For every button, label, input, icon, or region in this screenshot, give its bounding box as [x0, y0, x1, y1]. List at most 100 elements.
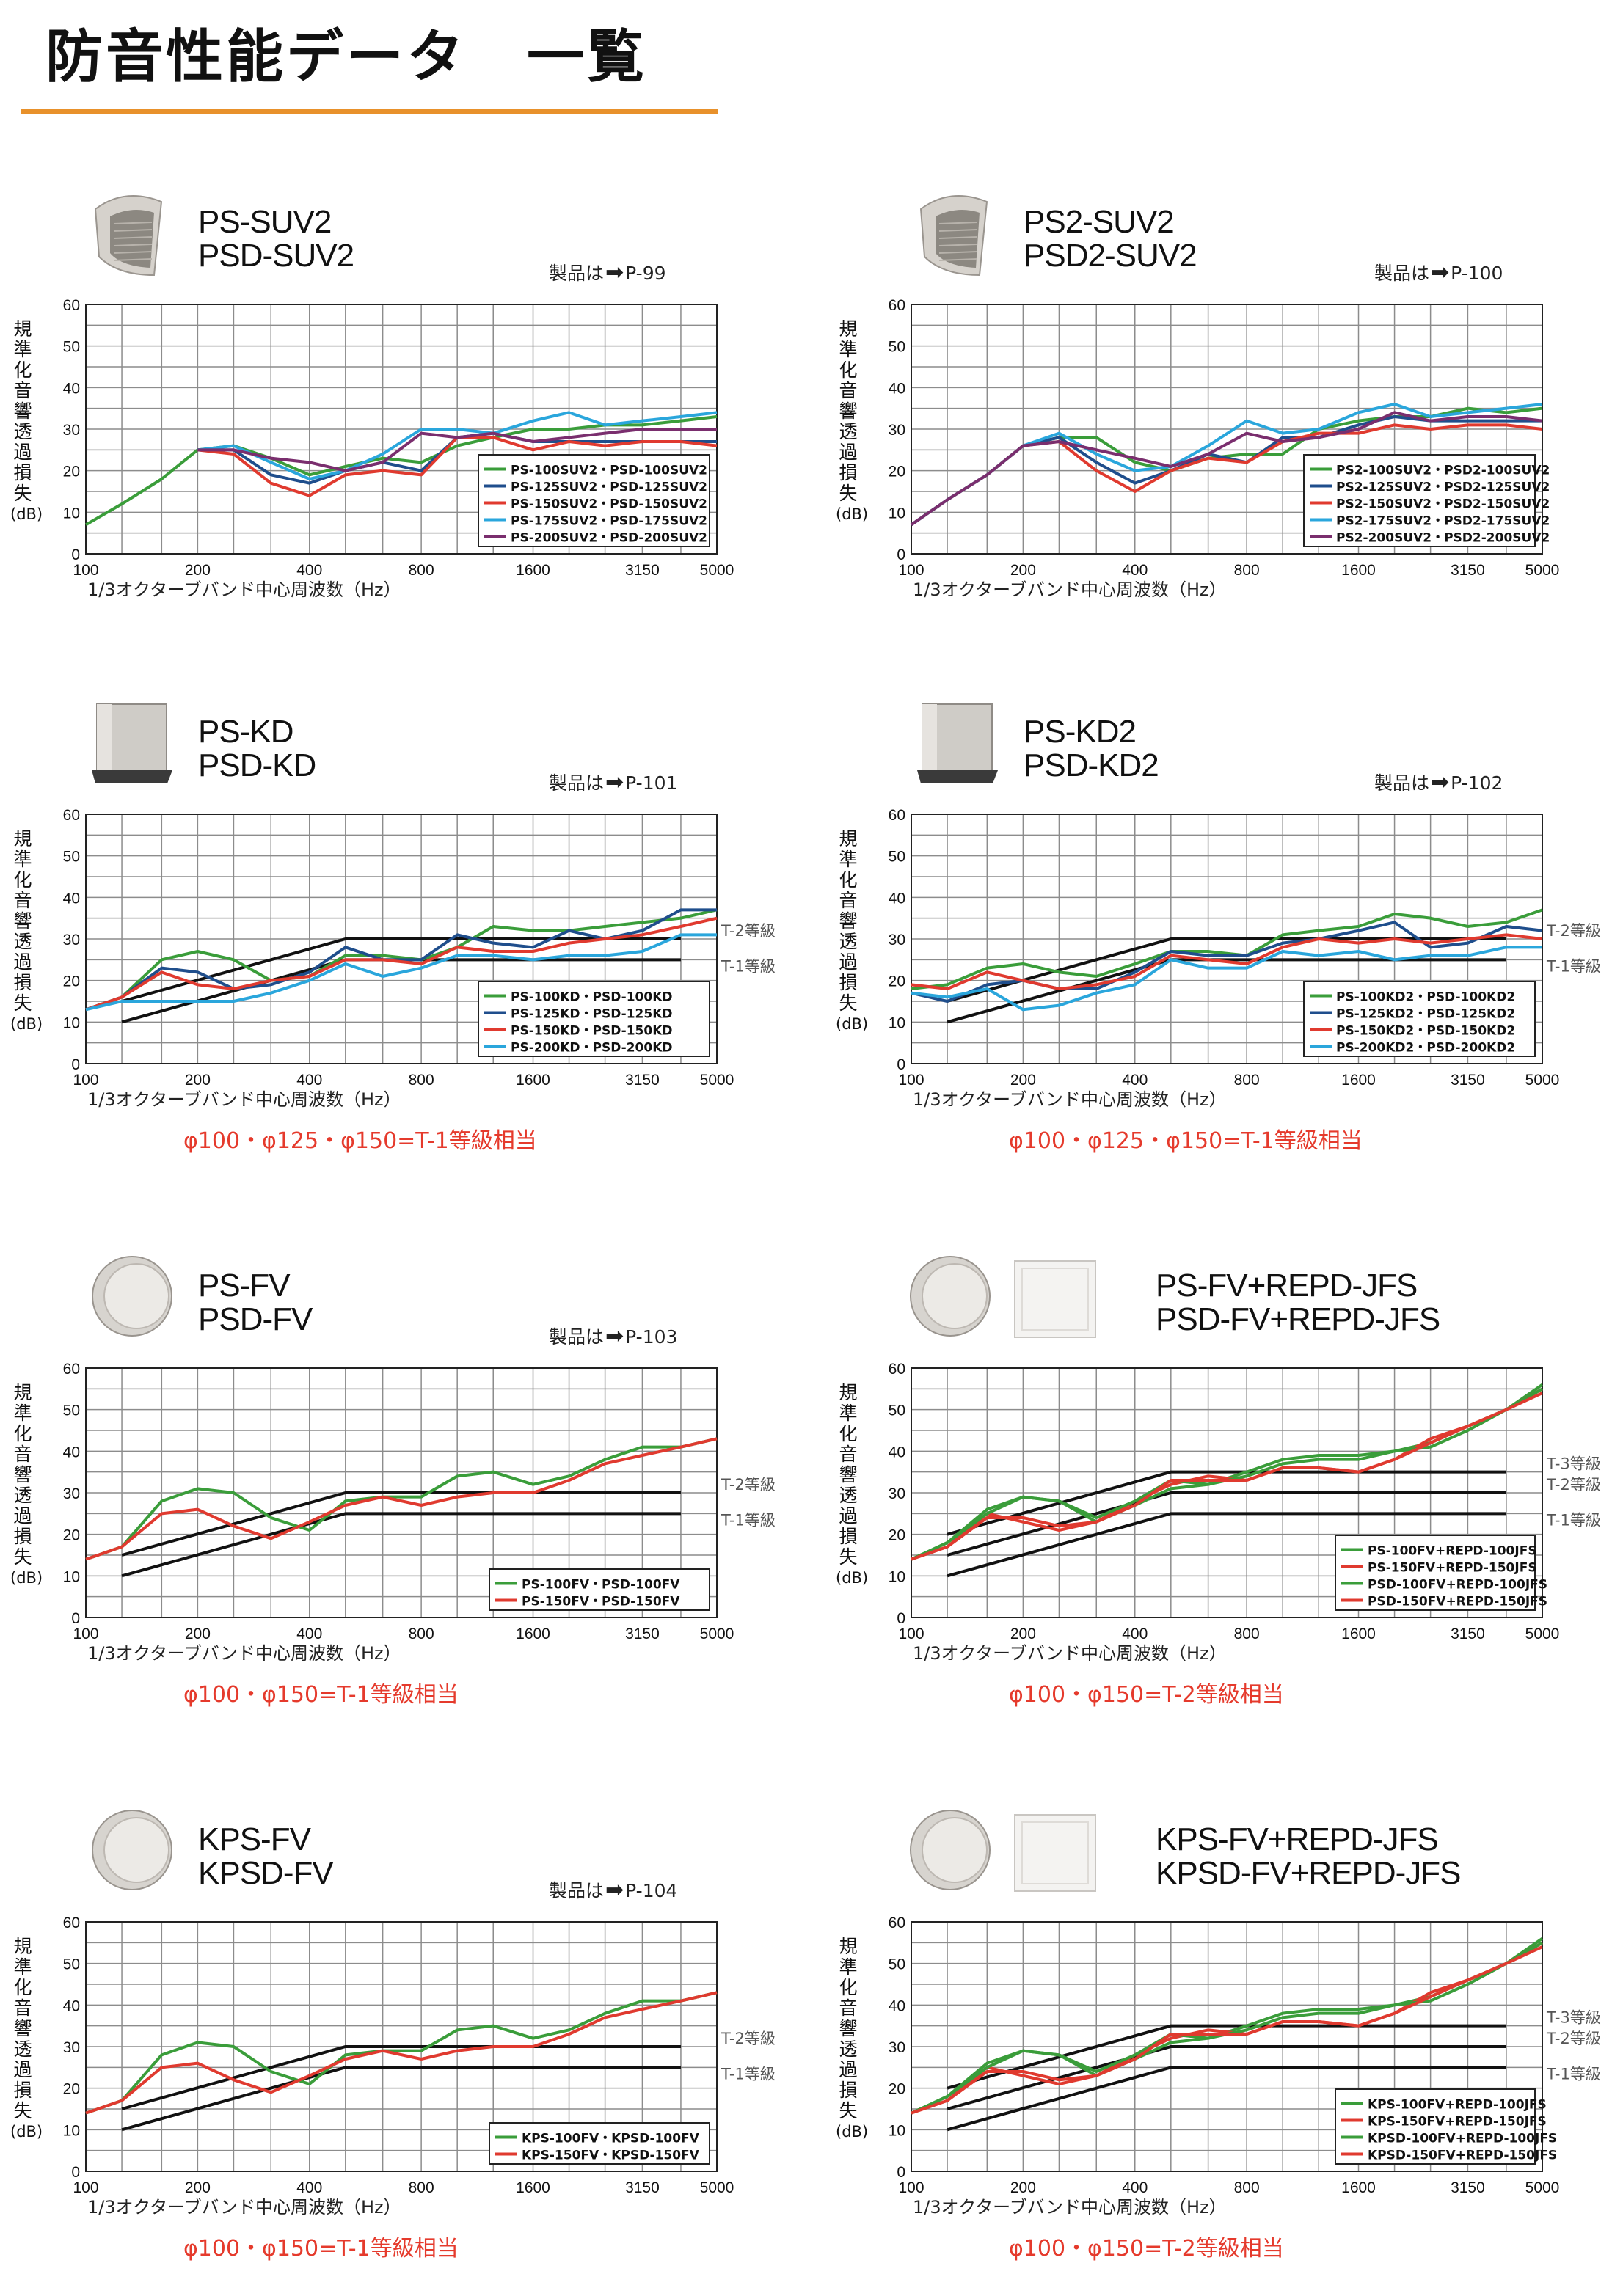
chart: 0 10 20 30 40 50 60 100 200 400 800 1600 3150 5000 1/3… — [889, 297, 1560, 600]
chart: 0 10 20 30 40 50 60 100 200 400 800 1600 3150 5000 1/3… — [889, 807, 1601, 1110]
x-tick-label: 100 — [73, 1626, 98, 1642]
legend-label: PS2-175SUV2・PSD2-175SUV2 — [1336, 514, 1550, 529]
arrow-right-icon: ➡ — [1431, 260, 1450, 285]
legend-label: PS-150FV+REPD-150JFS — [1368, 1561, 1537, 1576]
panel-ps-kd2: PS-KD2 PSD-KD2 製品は➡P-102 規準化音響透過損失 (dB) 0 10 20… — [825, 675, 1612, 1188]
product-ref-prefix: 製品は — [549, 1880, 605, 1901]
legend-label: KPSD-100FV+REPD-100JFS — [1368, 2132, 1557, 2146]
x-tick-label: 5000 — [700, 1626, 734, 1642]
y-tick-label: 0 — [71, 1056, 80, 1073]
x-tick-label: 400 — [296, 562, 322, 579]
y-tick-label: 30 — [63, 2039, 80, 2056]
panel-ps-fv: PS-FV PSD-FV 製品は➡P-103 規準化音響透過損失 (dB) 0 10 20 30… — [0, 1229, 800, 1742]
legend-label: PSD-150FV+REPD-150JFS — [1368, 1595, 1547, 1609]
y-tick-label: 10 — [63, 2122, 80, 2139]
legend-label: PS-150FV・PSD-150FV — [522, 1595, 680, 1609]
y-axis-label-text: 規準化音響透過損失 — [13, 1382, 32, 1568]
legend-label: PS-100KD2・PSD-100KD2 — [1336, 990, 1515, 1005]
panel-kps-fv-repd-jfs: KPS-FV+REPD-JFS KPSD-FV+REPD-JFS 規準化音響透過損失… — [825, 1783, 1612, 2296]
y-tick-label: 20 — [889, 464, 905, 480]
y-axis-label-text: 規準化音響透過損失 — [839, 318, 858, 504]
y-tick-label: 0 — [71, 1610, 80, 1627]
x-tick-label: 100 — [73, 562, 98, 579]
y-tick-label: 50 — [63, 1403, 80, 1419]
x-tick-label: 400 — [296, 1072, 322, 1089]
x-tick-label: 800 — [1234, 2179, 1260, 2196]
y-tick-label: 10 — [889, 505, 905, 522]
chart: 0 10 20 30 40 50 60 100 200 400 800 1600 3150 5000 1/3… — [889, 1361, 1601, 1664]
grade-line — [121, 2045, 681, 2110]
legend-label: PS-200SUV2・PSD-200SUV2 — [511, 531, 707, 546]
y-tick-label: 10 — [63, 1014, 80, 1031]
y-tick-label: 30 — [63, 932, 80, 948]
x-tick-label: 100 — [898, 562, 924, 579]
chart: 0 10 20 30 40 50 60 100 200 400 800 1600 3150 5000 1/3… — [63, 807, 776, 1110]
product-ref-prefix: 製品は — [1374, 772, 1430, 794]
series-line — [911, 1945, 1543, 2115]
y-tick-label: 10 — [63, 1568, 80, 1585]
grade-label: T-1等級 — [721, 1511, 776, 1529]
y-tick-label: 20 — [63, 1527, 80, 1544]
panel-kps-fv: KPS-FV KPSD-FV 製品は➡P-104 規準化音響透過損失 (dB) 0 10 20… — [0, 1783, 800, 2296]
model-names: KPS-FV+REPD-JFS KPSD-FV+REPD-JFS — [1156, 1823, 1462, 1891]
y-tick-label: 60 — [889, 807, 905, 824]
y-axis-label: 規準化音響透過損失 (dB) — [836, 829, 868, 1034]
x-tick-label: 3150 — [1451, 1072, 1485, 1089]
y-axis-label-text: 規準化音響透過損失 — [839, 1382, 858, 1568]
model-name: KPS-FV — [198, 1821, 311, 1857]
model-names: PS-FV PSD-FV — [198, 1269, 313, 1337]
product-ref-page: P-104 — [625, 1880, 678, 1901]
x-tick-label: 1600 — [1341, 562, 1376, 579]
grade-label: T-2等級 — [721, 922, 776, 940]
grade-line — [947, 2045, 1506, 2110]
model-name: KPSD-FV+REPD-JFS — [1156, 1855, 1462, 1891]
legend-label: PS-150KD・PSD-150KD — [511, 1024, 673, 1039]
x-tick-label: 5000 — [1525, 1626, 1560, 1642]
x-tick-label: 800 — [1234, 562, 1260, 579]
grade-note: φ100・φ150=T-1等級相当 — [183, 1682, 459, 1708]
round-cover-image — [92, 1810, 172, 1890]
model-name: PSD-SUV2 — [198, 238, 354, 274]
model-names: PS2-SUV2 PSD2-SUV2 — [1024, 205, 1197, 273]
grade-line — [947, 2066, 1506, 2132]
hood-cowl-image — [919, 195, 988, 277]
legend-label: PS-150SUV2・PSD-150SUV2 — [511, 497, 707, 512]
x-tick-label: 5000 — [1525, 2179, 1560, 2196]
arrow-right-icon: ➡ — [605, 1877, 624, 1903]
x-tick-label: 1600 — [516, 1072, 550, 1089]
product-ref-page: P-103 — [625, 1326, 678, 1348]
x-tick-label: 5000 — [1525, 1072, 1560, 1089]
grade-note: φ100・φ150=T-2等級相当 — [1009, 2236, 1284, 2262]
y-tick-label: 40 — [889, 380, 905, 397]
arrow-right-icon: ➡ — [605, 260, 624, 285]
series-line — [911, 1941, 1544, 2115]
y-tick-label: 30 — [889, 932, 905, 948]
y-tick-label: 40 — [889, 890, 905, 907]
legend-box — [478, 981, 710, 1057]
x-tick-label: 800 — [409, 2179, 434, 2196]
legend-label: PS-125SUV2・PSD-125SUV2 — [511, 480, 707, 495]
hood-cowl-image — [94, 195, 163, 277]
legend: KPS-100FV+REPD-100JFS KPS-150FV+REPD-150J… — [1335, 2088, 1557, 2165]
legend-box — [1303, 454, 1536, 547]
model-name: KPSD-FV — [198, 1855, 334, 1891]
y-tick-label: 30 — [63, 1485, 80, 1502]
legend: PS-100KD・PSD-100KD PS-125KD・PSD-125KD PS-1… — [478, 981, 710, 1057]
legend-label: PS2-150SUV2・PSD2-150SUV2 — [1336, 497, 1550, 512]
product-ref: 製品は➡P-101 — [549, 769, 677, 795]
x-tick-label: 3150 — [1451, 1626, 1485, 1642]
plot-frame — [911, 1921, 1543, 2172]
legend-label: KPS-100FV+REPD-100JFS — [1368, 2098, 1547, 2113]
grade-label: T-1等級 — [1546, 957, 1601, 975]
y-tick-label: 0 — [71, 546, 80, 563]
x-tick-label: 200 — [185, 1626, 211, 1642]
legend: PS-100SUV2・PSD-100SUV2 PS-125SUV2・PSD-125… — [478, 454, 710, 547]
y-tick-label: 10 — [889, 1568, 905, 1585]
x-tick-label: 800 — [1234, 1626, 1260, 1642]
x-tick-label: 200 — [1010, 1626, 1036, 1642]
y-tick-label: 0 — [897, 2164, 905, 2181]
x-tick-label: 5000 — [700, 2179, 734, 2196]
y-tick-label: 60 — [63, 1361, 80, 1378]
x-tick-label: 200 — [185, 2179, 211, 2196]
arrow-right-icon: ➡ — [605, 769, 624, 795]
